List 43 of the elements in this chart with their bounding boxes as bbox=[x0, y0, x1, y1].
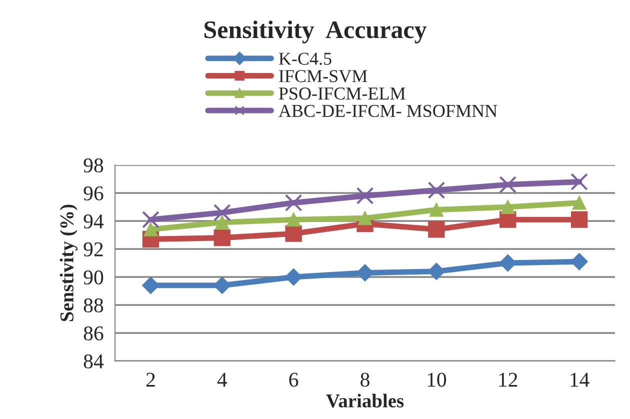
point bbox=[356, 187, 374, 204]
point bbox=[428, 182, 446, 199]
y-tick-label: 90 bbox=[84, 270, 104, 284]
point bbox=[428, 221, 445, 238]
y-tick-label: 94 bbox=[84, 214, 104, 228]
chart-title: Sensitivity Accuracy bbox=[204, 20, 427, 44]
point bbox=[499, 254, 516, 272]
y-tick-label: 96 bbox=[84, 186, 104, 200]
legend-label: IFCM-SVM bbox=[279, 70, 368, 82]
x-tick-label: 14 bbox=[570, 372, 590, 387]
point bbox=[144, 222, 158, 236]
x-tick-label: 8 bbox=[360, 372, 370, 387]
point bbox=[213, 204, 231, 222]
point bbox=[499, 176, 517, 194]
point bbox=[570, 211, 588, 228]
point bbox=[285, 225, 302, 242]
x-axis-title: Variables bbox=[326, 394, 404, 408]
point bbox=[358, 211, 372, 226]
legend-label: PSO-IFCM-ELM bbox=[278, 87, 406, 100]
point bbox=[285, 268, 302, 286]
point bbox=[215, 215, 230, 230]
y-tick-label: 92 bbox=[84, 242, 103, 256]
x-tick-label: 6 bbox=[289, 372, 298, 387]
x-tick-label: 10 bbox=[428, 372, 446, 387]
point bbox=[570, 173, 588, 190]
y-tick-label: 98 bbox=[84, 158, 104, 172]
point bbox=[214, 229, 230, 246]
legend-label: K-C4.5 bbox=[278, 52, 332, 65]
point bbox=[429, 202, 444, 217]
x-tick-label: 4 bbox=[217, 372, 228, 387]
point bbox=[284, 194, 302, 212]
x-tick-label: 2 bbox=[146, 372, 155, 387]
legend-label: ABC-DE-IFCM- MSOFMNN bbox=[278, 104, 498, 118]
y-tick-label: 84 bbox=[84, 354, 104, 368]
point bbox=[214, 276, 231, 294]
y-tick-label: 86 bbox=[84, 326, 104, 340]
x-tick-label: 12 bbox=[499, 372, 518, 387]
y-axis-title: Senstivity (%) bbox=[60, 204, 78, 322]
point bbox=[142, 210, 160, 228]
point bbox=[500, 200, 515, 214]
y-tick-label: 88 bbox=[84, 298, 104, 312]
point bbox=[572, 196, 586, 210]
point bbox=[286, 212, 301, 227]
